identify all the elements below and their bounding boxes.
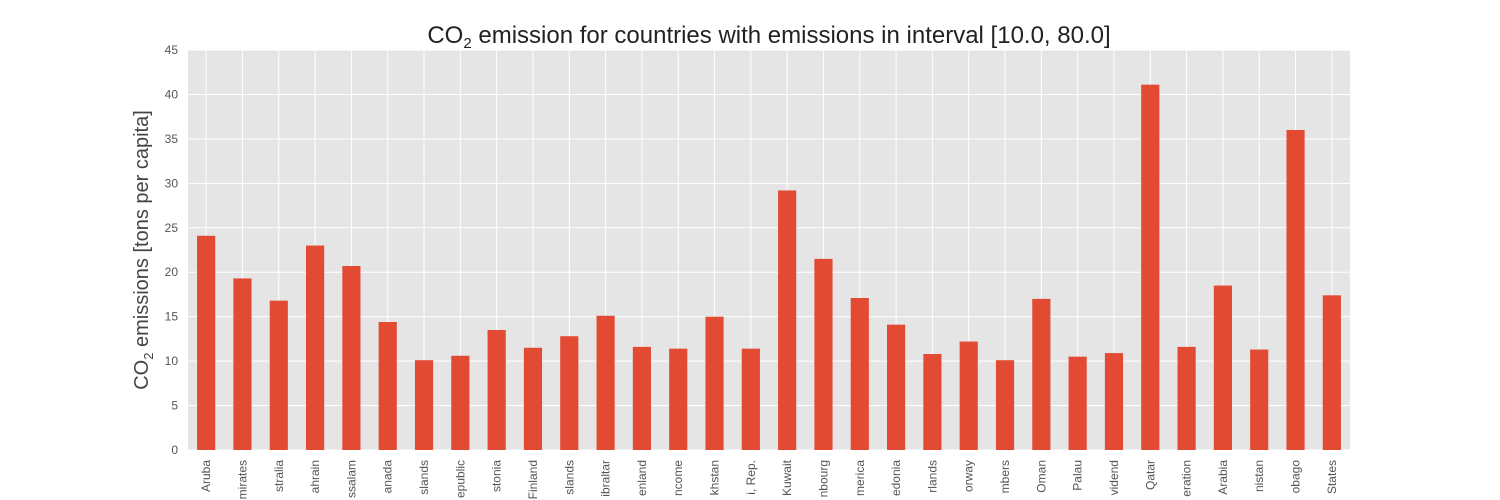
- bar: [1213, 285, 1232, 450]
- y-tick-label: 20: [165, 265, 179, 279]
- y-axis-label: CO2 emissions [tons per capita]: [131, 110, 156, 390]
- bar: [669, 348, 688, 450]
- x-tick-label: rlands: [925, 460, 939, 493]
- x-tick-label: States: [1325, 460, 1339, 494]
- x-tick-label: Finland: [526, 460, 540, 499]
- bar: [814, 258, 833, 450]
- x-tick-label: stralia: [272, 460, 286, 492]
- x-tick-label: obago: [1289, 460, 1303, 494]
- bar: [306, 245, 325, 450]
- x-tick-label: stonia: [490, 460, 504, 492]
- x-tick-label: khstan: [708, 460, 722, 495]
- bar: [850, 298, 869, 450]
- bar: [1177, 346, 1196, 450]
- bar: [523, 347, 543, 450]
- x-tick-label: enland: [635, 460, 649, 496]
- chart-title: CO2 emission for countries with emission…: [427, 22, 1110, 52]
- x-tick-label: merica: [853, 460, 867, 496]
- x-tick-label: Palau: [1071, 460, 1085, 491]
- x-tick-label: i, Rep.: [744, 460, 758, 495]
- bar: [778, 190, 797, 450]
- x-tick-label: Arabia: [1216, 460, 1230, 495]
- x-tick-label: nbourg: [816, 460, 830, 497]
- x-tick-label: Kuwait: [780, 459, 794, 496]
- bar: [1250, 349, 1269, 450]
- bar: [342, 266, 361, 450]
- bar: [1068, 356, 1087, 450]
- x-tick-label: nistan: [1252, 460, 1266, 492]
- x-tick-label: Qatar: [1143, 460, 1157, 490]
- x-tick-label: ssalam: [344, 460, 358, 498]
- y-tick-label: 45: [165, 43, 179, 57]
- x-tick-label: mbers: [998, 460, 1012, 493]
- bar: [560, 336, 579, 450]
- x-tick-label: edonia: [889, 460, 903, 496]
- y-tick-label: 30: [165, 176, 179, 190]
- x-tick-label: ncome: [671, 460, 685, 496]
- bar: [995, 360, 1015, 450]
- bar: [233, 278, 252, 450]
- bar: [1104, 353, 1124, 450]
- bar: [1032, 298, 1051, 450]
- bar: [1286, 130, 1305, 450]
- bar: [741, 348, 760, 450]
- y-tick-labels: 0 5 10 15 20 25 30 35 40 45: [165, 43, 179, 457]
- bar: [632, 346, 651, 450]
- x-tick-label: ahrain: [308, 460, 322, 493]
- y-tick-label: 25: [165, 221, 179, 235]
- y-tick-label: 0: [171, 443, 178, 457]
- x-tick-labels: Aruba mirates stralia ahrain ssalam anada slan…: [199, 459, 1339, 499]
- bar: [887, 324, 906, 450]
- bar: [959, 341, 978, 450]
- bars: [197, 84, 1341, 451]
- bar: [451, 355, 470, 450]
- y-tick-label: 15: [165, 310, 179, 324]
- x-tick-label: epublic: [453, 460, 467, 498]
- x-tick-label: vidend: [1107, 460, 1121, 495]
- x-tick-label: Aruba: [199, 460, 213, 492]
- bar: [378, 322, 397, 450]
- y-tick-label: 35: [165, 132, 179, 146]
- bar: [1141, 84, 1160, 451]
- x-tick-label: slands: [417, 460, 431, 495]
- bar: [487, 330, 506, 450]
- x-tick-label: Oman: [1034, 460, 1048, 493]
- plot-area: [188, 50, 1350, 450]
- bar: [414, 360, 434, 450]
- y-tick-label: 10: [165, 354, 179, 368]
- bar: [197, 235, 216, 450]
- bar: [1322, 295, 1341, 450]
- x-tick-label: mirates: [235, 460, 249, 499]
- bar: [705, 316, 724, 450]
- bar: [596, 315, 615, 450]
- y-tick-label: 5: [171, 399, 178, 413]
- x-tick-label: orway: [962, 460, 976, 492]
- bar: [923, 354, 942, 450]
- x-tick-label: anada: [381, 460, 395, 494]
- y-tick-label: 40: [165, 87, 179, 101]
- x-tick-label: eration: [1180, 460, 1194, 497]
- bar: [269, 300, 288, 450]
- x-tick-label: slands: [562, 460, 576, 495]
- x-tick-label: ibraltar: [599, 460, 613, 497]
